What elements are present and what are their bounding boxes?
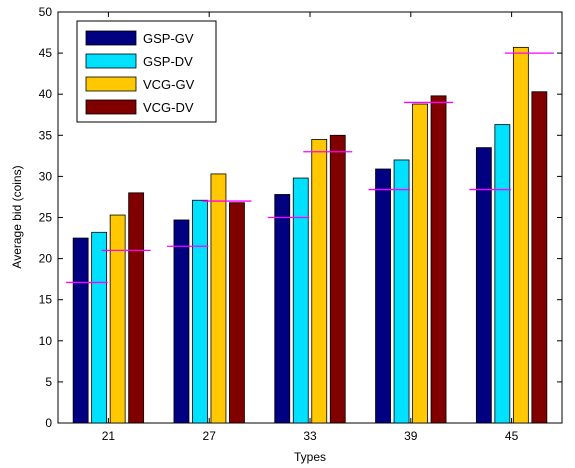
- x-axis-label: Types: [294, 450, 326, 464]
- y-tick-label: 15: [39, 293, 53, 307]
- legend-label-vcg-dv: VCG-DV: [143, 100, 194, 115]
- legend-swatch-gsp-gv: [85, 30, 137, 46]
- legend-label-gsp-gv: GSP-GV: [143, 31, 194, 46]
- y-axis-label: Average bid (coins): [10, 165, 24, 268]
- bar-vcg-dv-27: [229, 202, 245, 424]
- bar-gsp-dv-39: [393, 159, 410, 424]
- legend-swatch-gsp-dv: [85, 53, 137, 69]
- y-tick-label: 0: [45, 416, 52, 430]
- bar-gsp-dv-33: [292, 177, 309, 424]
- bar-gsp-dv-21: [91, 231, 108, 424]
- bar-vcg-gv-33: [311, 139, 328, 424]
- bar-gsp-gv-33: [274, 194, 291, 424]
- bar-vcg-gv-39: [412, 103, 428, 424]
- bar-vcg-gv-45: [512, 46, 529, 424]
- y-tick-label: 35: [39, 128, 53, 142]
- bar-vcg-gv-21: [109, 214, 126, 424]
- y-tick-label: 50: [39, 5, 53, 19]
- bar-vcg-dv-33: [329, 134, 346, 424]
- y-tick-label: 25: [39, 211, 53, 225]
- legend: GSP-GV GSP-DV VCG-GV VCG-DV: [76, 20, 217, 123]
- legend-swatch-vcg-gv: [85, 76, 137, 92]
- bar-vcg-dv-45: [531, 91, 548, 424]
- x-tick-label: 33: [303, 429, 317, 443]
- bar-gsp-gv-39: [375, 168, 391, 424]
- y-tick-label: 5: [45, 375, 52, 389]
- legend-label-gsp-dv: GSP-DV: [143, 54, 193, 69]
- y-tick-label: 20: [39, 252, 53, 266]
- bar-vcg-dv-39: [430, 95, 447, 424]
- y-tick-label: 10: [39, 334, 53, 348]
- y-tick-label: 30: [39, 169, 53, 183]
- bar-gsp-gv-45: [475, 147, 492, 424]
- bar-gsp-gv-21: [72, 237, 89, 424]
- y-axis-ticks: 0 5 10 15 20 25 30 35 40 45 50: [39, 5, 562, 430]
- y-tick-label: 45: [39, 46, 53, 60]
- bar-gsp-dv-27: [192, 199, 208, 424]
- x-tick-label: 39: [404, 429, 418, 443]
- y-tick-label: 40: [39, 87, 53, 101]
- x-tick-label: 45: [505, 429, 519, 443]
- x-tick-label: 27: [203, 429, 217, 443]
- legend-swatch-vcg-dv: [85, 99, 137, 115]
- bar-vcg-gv-27: [210, 173, 227, 424]
- bar-gsp-gv-27: [173, 219, 190, 424]
- x-axis-ticks: 21 27 33 39 45: [102, 12, 519, 443]
- bar-gsp-dv-45: [494, 124, 511, 424]
- legend-label-vcg-gv: VCG-GV: [143, 77, 195, 92]
- x-tick-label: 21: [102, 429, 116, 443]
- bar-vcg-dv-21: [128, 192, 145, 424]
- reference-lines-group: [66, 52, 554, 284]
